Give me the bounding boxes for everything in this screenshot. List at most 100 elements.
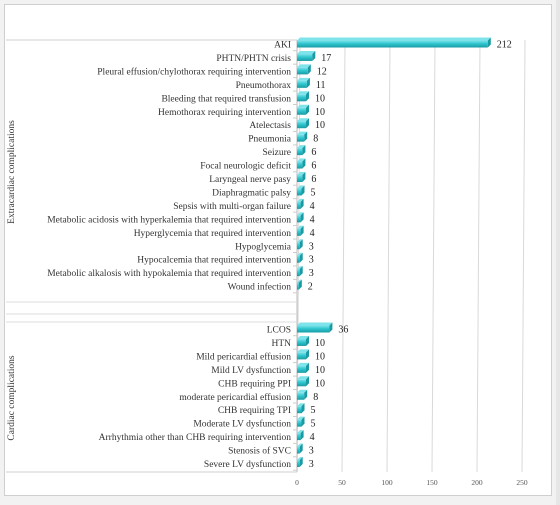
gridline — [431, 39, 436, 473]
category-label: Diaphragmatic palsy — [212, 188, 291, 198]
bar — [297, 282, 299, 290]
category-label: Wound infection — [228, 282, 292, 293]
value-label: 6 — [311, 174, 316, 185]
bar — [297, 188, 302, 196]
category-label: Hyperglycemia that required intervention — [134, 229, 292, 239]
bar-top — [297, 158, 306, 162]
bar — [297, 379, 306, 387]
bar-top — [297, 335, 309, 339]
group-label-cardiac: Cardiac complications — [7, 355, 17, 441]
value-label: 11 — [316, 80, 326, 91]
bar — [297, 134, 305, 142]
value-label: 8 — [313, 134, 318, 145]
value-label: 212 — [497, 40, 512, 51]
category-label: Mild LV dysfunction — [211, 365, 291, 376]
bar-top — [297, 198, 304, 202]
bar-end — [304, 389, 308, 400]
bar-top — [297, 430, 304, 434]
value-label: 10 — [315, 351, 325, 362]
value-label: 17 — [321, 53, 331, 64]
bar-end — [329, 322, 333, 333]
bar-end — [306, 349, 309, 360]
bar — [297, 269, 300, 277]
bar-end — [301, 416, 305, 427]
bar — [297, 107, 306, 115]
value-label: 4 — [310, 228, 315, 239]
bar-end — [487, 37, 491, 48]
bar-end — [306, 118, 309, 129]
bar-top — [297, 91, 309, 95]
bar-end — [307, 64, 311, 75]
category-label: Atelectasis — [249, 121, 291, 131]
bar — [297, 175, 303, 182]
bar-top — [297, 77, 310, 81]
bar-end — [306, 362, 309, 373]
gridline — [386, 39, 391, 473]
category-label: CHB requiring TPI — [218, 406, 291, 416]
bar — [297, 325, 330, 333]
bar-end — [299, 266, 303, 277]
category-label: moderate pericardial effusion — [179, 392, 291, 403]
bar-end — [299, 239, 303, 250]
x-axis-ticks: 0 50 100 150 200 250 — [295, 478, 528, 487]
bar — [297, 255, 300, 263]
value-label: 3 — [309, 255, 314, 266]
page-edge — [556, 0, 560, 505]
category-label: Hypoglycemia — [235, 242, 292, 252]
category-label: Pleural effusion/chylothorax requiring i… — [97, 66, 291, 77]
value-label: 10 — [315, 93, 325, 104]
value-label: 4 — [310, 214, 315, 225]
bar-top — [297, 376, 309, 380]
bar-end — [301, 185, 305, 196]
value-label: 5 — [311, 419, 316, 430]
bar — [297, 406, 302, 414]
bar-top — [297, 64, 311, 68]
bar-top — [297, 389, 308, 393]
bar-end — [299, 457, 303, 467]
bar — [297, 215, 301, 223]
bar-end — [301, 403, 305, 414]
bar-end — [300, 198, 304, 209]
bar-top — [297, 239, 303, 243]
category-label: Pneumothorax — [236, 81, 292, 91]
value-label: 6 — [311, 147, 316, 158]
bar-top — [297, 266, 303, 270]
bar — [297, 40, 488, 48]
category-labels: AKI PHTN/PHTN crisis Pleural effusion/chyl… — [47, 41, 292, 471]
value-label: 3 — [309, 459, 314, 470]
category-label: Metabolic acidosis with hyperkalemia tha… — [47, 215, 291, 225]
bar — [297, 161, 303, 169]
bar-end — [302, 172, 306, 182]
bar — [297, 80, 307, 88]
value-label: 5 — [311, 405, 316, 416]
bar — [297, 365, 306, 373]
bar-end — [306, 335, 309, 346]
bar-top — [297, 457, 303, 460]
bar-top — [297, 212, 304, 216]
bar — [297, 53, 313, 61]
group-label-extracardiac: Extracardiac complications — [7, 120, 17, 224]
bar-top — [297, 131, 308, 135]
category-label: Sepsis with multi-organ failure — [173, 201, 291, 212]
bar — [297, 121, 306, 129]
bar-end — [299, 252, 303, 263]
value-label: 10 — [315, 378, 325, 389]
bar-end — [302, 158, 306, 169]
bar-end — [300, 212, 304, 223]
gridline — [476, 39, 481, 473]
bar-end — [306, 91, 309, 102]
category-label: Mild pericardial effusion — [196, 351, 291, 362]
bar — [297, 201, 301, 209]
value-label: 3 — [309, 268, 314, 279]
value-label: 6 — [311, 161, 316, 172]
bar — [297, 242, 300, 250]
category-label: HTN — [271, 339, 291, 349]
value-label: 2 — [308, 282, 313, 293]
category-label: Metabolic alkalosis with hypokalemia tha… — [47, 269, 291, 279]
bar — [297, 148, 303, 156]
x-tick-label: 0 — [295, 478, 299, 487]
bar-end — [306, 104, 309, 115]
bar-end — [299, 443, 303, 454]
bar-top — [297, 403, 305, 407]
